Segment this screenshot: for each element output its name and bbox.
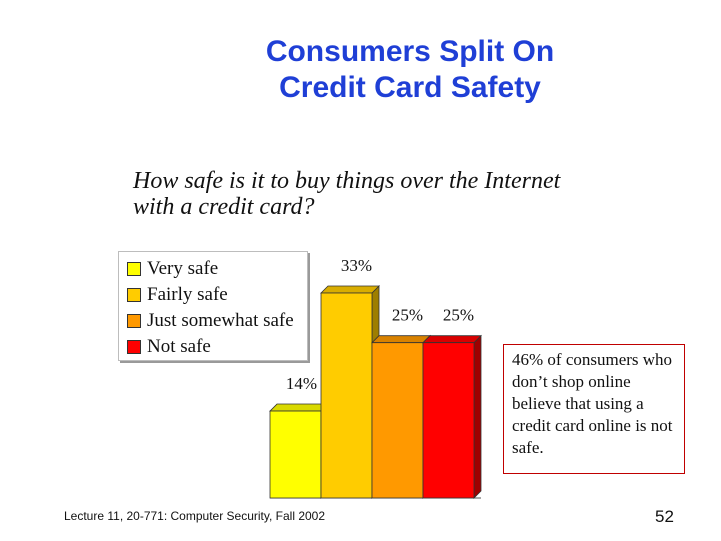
slide-footer: Lecture 11, 20-771: Computer Security, F… <box>64 509 326 523</box>
bar-2 <box>320 292 373 499</box>
legend-label: Just somewhat safe <box>147 310 294 331</box>
legend-swatch <box>127 262 141 276</box>
bar-1 <box>269 410 322 499</box>
bar-3 <box>371 342 424 499</box>
legend-label: Not safe <box>147 336 211 357</box>
title-line-2: Credit Card Safety <box>279 71 541 104</box>
question-line-2: with a credit card? <box>133 194 315 220</box>
bar-top-4 <box>422 335 482 344</box>
legend-item-not-safe: Not safe <box>127 335 211 359</box>
legend-swatch <box>127 288 141 302</box>
title-line-1: Consumers Split On <box>265 35 555 68</box>
slide-title: Consumers Split On Credit Card Safety <box>180 34 640 106</box>
question-line-1: How safe is it to buy things over the In… <box>133 168 561 194</box>
legend-item-very-safe: Very safe <box>127 257 218 281</box>
bar-side-4 <box>473 334 482 499</box>
callout-box: 46% of consumers who don’t shop online b… <box>503 344 685 474</box>
bar-4 <box>422 342 475 499</box>
bar-top-2 <box>320 285 380 294</box>
legend-swatch <box>127 340 141 354</box>
survey-question: How safe is it to buy things over the In… <box>133 168 673 220</box>
legend-item-fairly-safe: Fairly safe <box>127 283 228 307</box>
data-label-3: 25% <box>392 306 423 325</box>
legend-item-just-somewhat-safe: Just somewhat safe <box>127 309 294 333</box>
data-label-2: 33% <box>341 256 372 275</box>
legend-swatch <box>127 314 141 328</box>
data-label-1: 14% <box>286 374 317 393</box>
legend-label: Very safe <box>147 258 219 279</box>
bar-top-1 <box>269 403 329 412</box>
chart-legend: Very safe Fairly safe Just somewhat safe… <box>118 251 308 361</box>
bar-top-3 <box>371 335 431 344</box>
data-label-4: 25% <box>443 306 474 325</box>
page-number: 52 <box>655 507 674 526</box>
legend-label: Fairly safe <box>147 284 228 305</box>
